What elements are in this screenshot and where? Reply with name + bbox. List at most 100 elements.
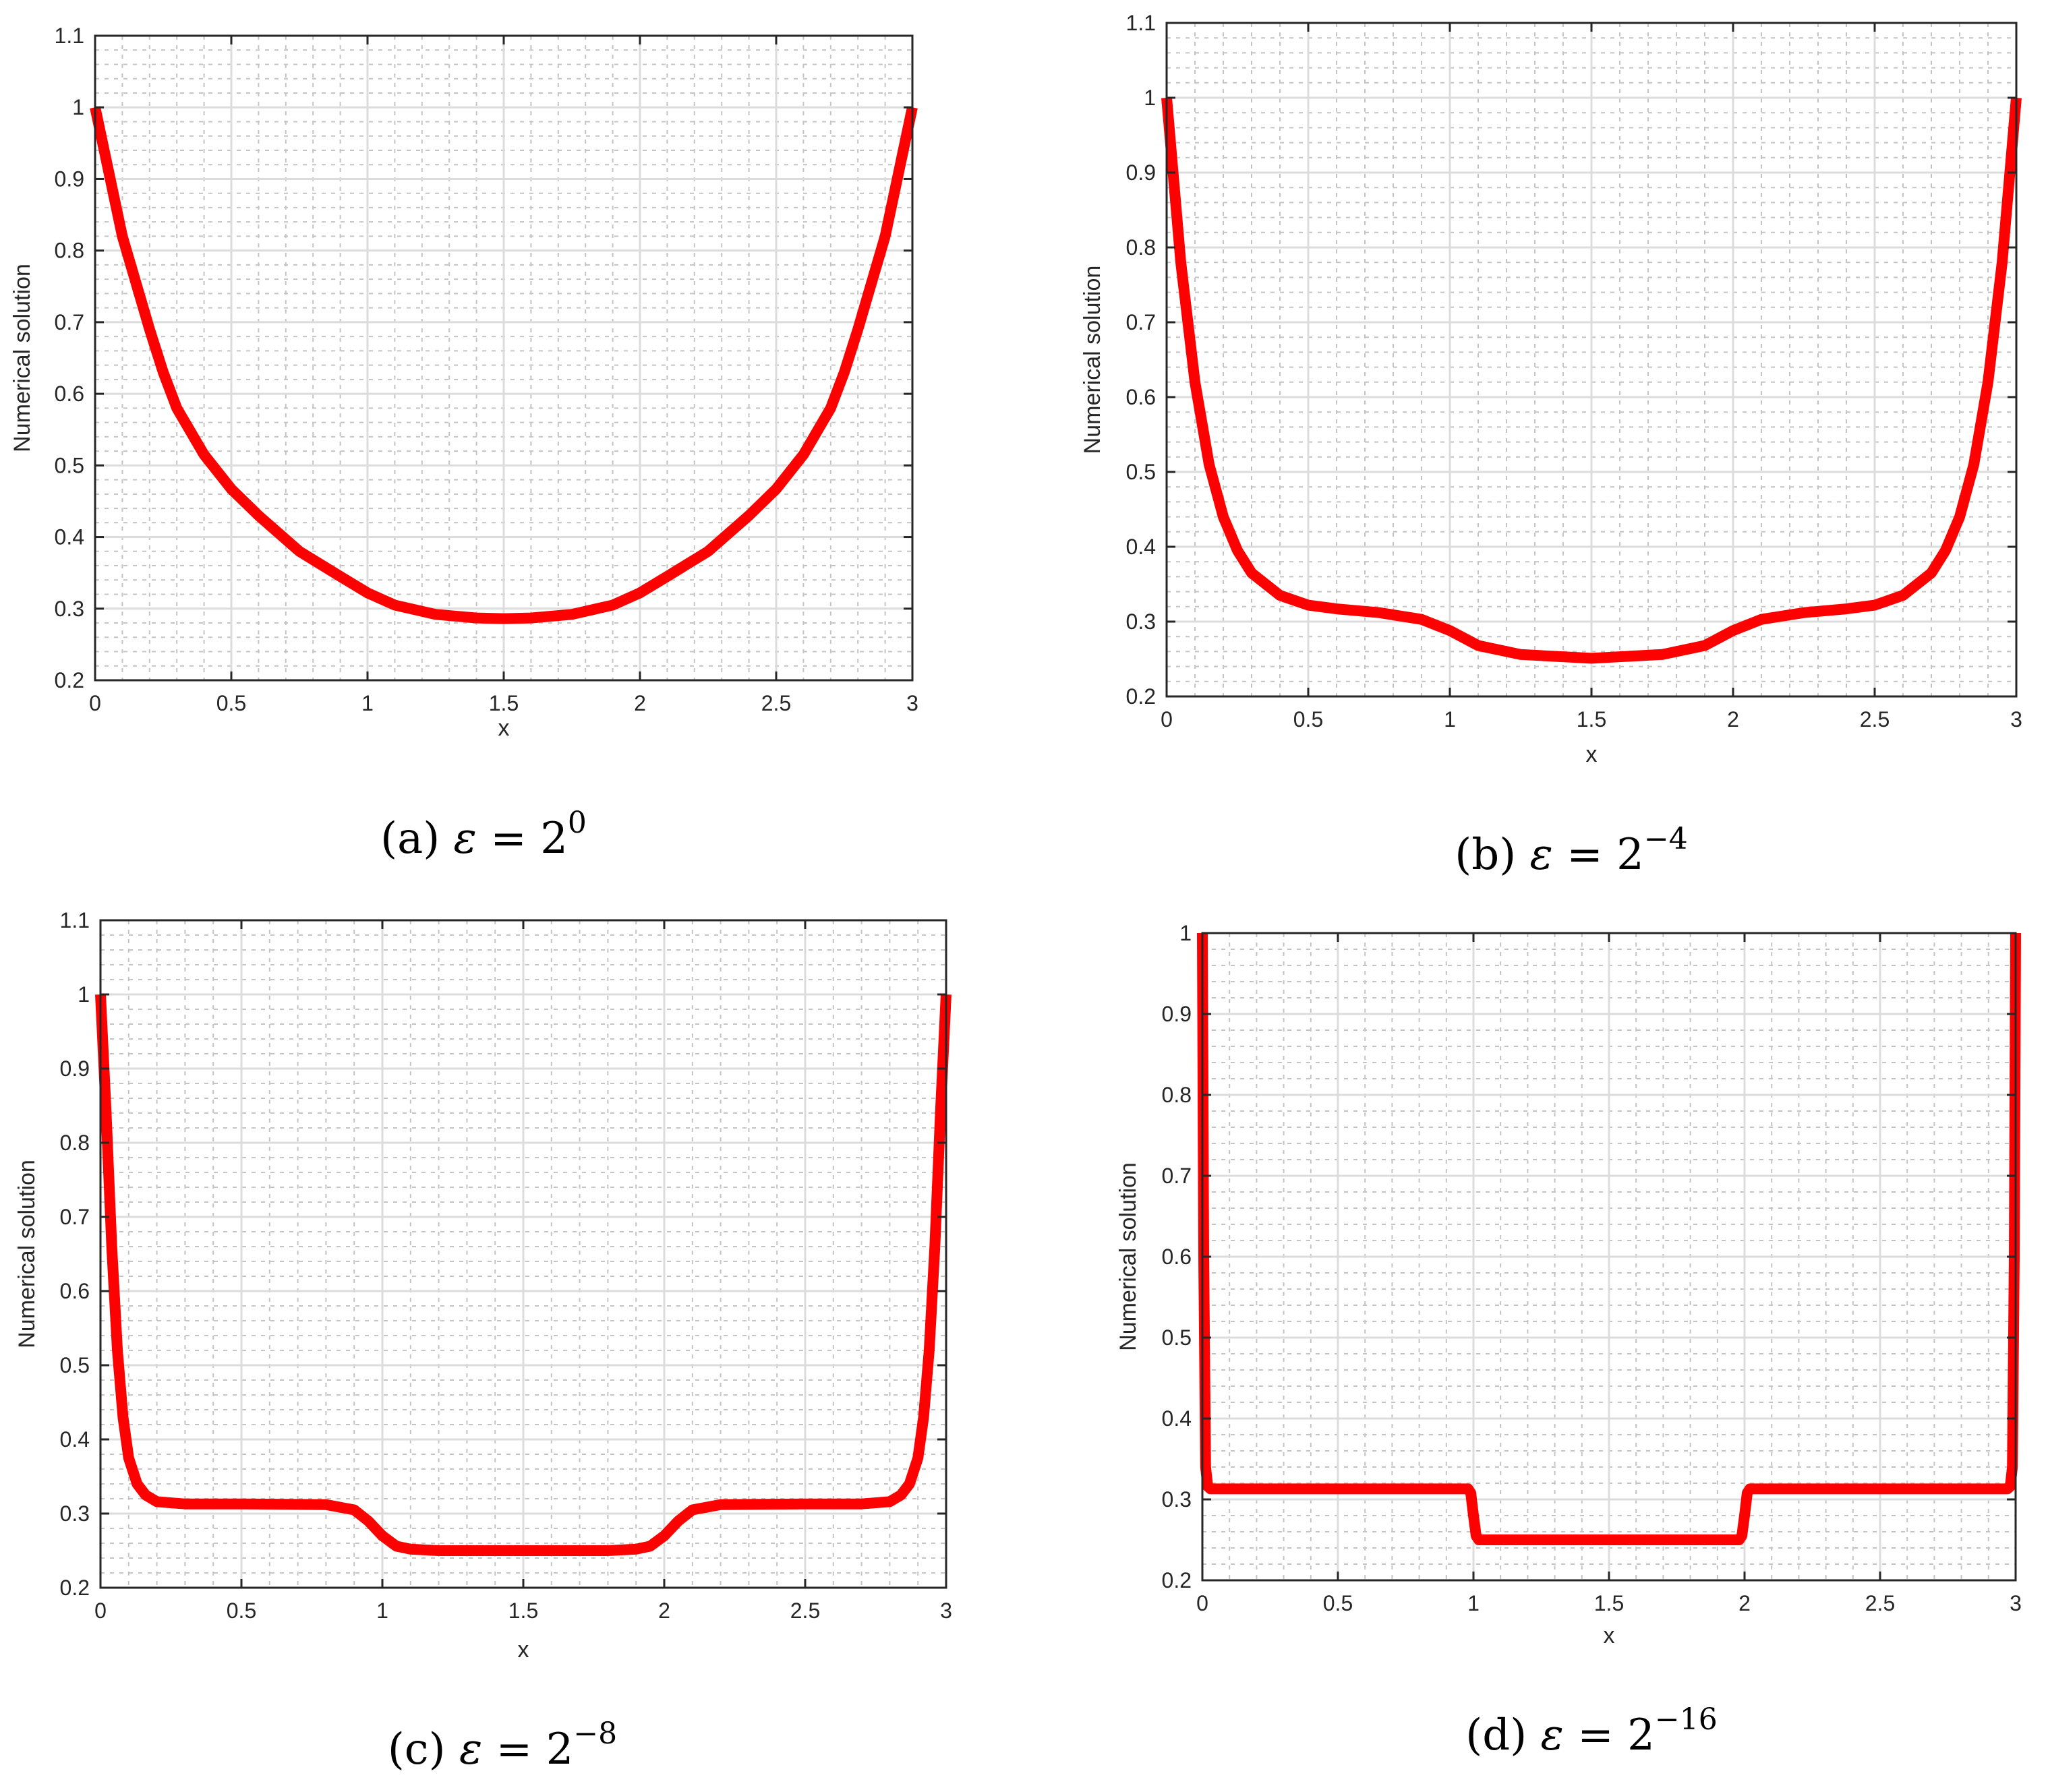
plot-b: 0 0.5 1 1.5 2 2.5 3 0.2 0.3 0.4 0.5 0.6 0.7 0.8 0.9 1 1.… xyxy=(1080,11,2022,767)
y-tick-label: 1 xyxy=(1179,921,1192,945)
x-axis-label: x xyxy=(518,1637,529,1663)
y-axis-label: Numerical solution xyxy=(1115,1162,1141,1351)
y-tick-label: 0.3 xyxy=(1126,609,1156,634)
equals-sign: = xyxy=(490,814,527,864)
y-axis-label: Numerical solution xyxy=(1080,266,1105,454)
y-axis-label: Numerical solution xyxy=(14,1160,40,1348)
y-tick-label: 0.9 xyxy=(55,167,84,191)
major-grid xyxy=(99,919,947,1589)
caption-c: (c) ε = 2−8 xyxy=(387,1719,617,1774)
x-tick-label: 0 xyxy=(1196,1591,1208,1615)
y-tick-label: 0.4 xyxy=(55,525,84,549)
ticks xyxy=(99,919,947,1589)
y-tick-label: 0.3 xyxy=(1162,1487,1192,1512)
equals-sign: = xyxy=(1567,830,1603,880)
y-tick-label: 0.5 xyxy=(60,1353,90,1377)
x-tick-label: 1.5 xyxy=(489,691,519,715)
x-tick-label: 2.5 xyxy=(1865,1591,1895,1615)
y-tick-label: 1 xyxy=(72,95,84,119)
caption-label: (d) xyxy=(1465,1710,1527,1760)
ticks xyxy=(1165,22,2018,698)
epsilon-symbol: ε xyxy=(453,814,477,864)
caption-base: 2 xyxy=(546,1725,574,1774)
plot-c: 0 0.5 1 1.5 2 2.5 3 0.2 0.3 0.4 0.5 0.6 0.7 0.8 0.9 1 1.… xyxy=(14,908,952,1663)
y-tick-label: 0.2 xyxy=(1162,1568,1192,1592)
y-tick-label: 0.4 xyxy=(60,1427,90,1452)
series-line xyxy=(90,106,918,624)
y-tick-label: 0.7 xyxy=(1126,310,1156,334)
y-tick-label: 0.7 xyxy=(60,1205,90,1229)
caption-label: (b) xyxy=(1455,830,1517,880)
y-tick-label: 0.8 xyxy=(60,1131,90,1155)
x-tick-label: 0.5 xyxy=(227,1599,256,1623)
y-tick-label: 0.5 xyxy=(55,453,84,477)
x-axis-label: x xyxy=(1586,742,1598,767)
x-tick-label: 3 xyxy=(2010,707,2022,731)
x-tick-label: 2 xyxy=(1738,1591,1751,1615)
y-tick-label: 0.6 xyxy=(1126,385,1156,409)
x-tick-label: 2 xyxy=(1727,707,1739,731)
x-tick-label: 0 xyxy=(89,691,101,715)
x-tick-label: 1 xyxy=(361,691,374,715)
x-tick-label: 2 xyxy=(634,691,646,715)
caption-exponent: 0 xyxy=(567,806,587,840)
y-tick-label: 0.4 xyxy=(1162,1406,1192,1431)
y-tick-label: 1.1 xyxy=(1126,11,1156,35)
y-tick-label: 0.8 xyxy=(1126,235,1156,260)
x-tick-label: 1.5 xyxy=(1577,707,1606,731)
caption-d: (d) ε = 2−16 xyxy=(1465,1705,1717,1758)
caption-b: (b) ε = 2−4 xyxy=(1455,825,1688,877)
series-line xyxy=(1161,97,2022,664)
y-tick-label: 1 xyxy=(1144,86,1156,110)
caption-label: (c) xyxy=(387,1725,446,1774)
x-tick-label: 0.5 xyxy=(1323,1591,1353,1615)
caption-exponent: −16 xyxy=(1654,1702,1718,1737)
y-tick-label: 0.7 xyxy=(1162,1164,1192,1188)
epsilon-symbol: ε xyxy=(1540,1710,1564,1760)
caption-exponent: −4 xyxy=(1643,822,1688,856)
x-tick-label: 2.5 xyxy=(790,1599,820,1623)
x-tick-label: 1 xyxy=(1467,1591,1480,1615)
x-tick-label: 0 xyxy=(94,1599,107,1623)
panel-a: 0 0.5 1 1.5 2 2.5 3 0.2 0.3 0.4 0.5 0.6 0.7 0.8 0.9 1 1.… xyxy=(0,0,978,876)
y-tick-label: 1 xyxy=(78,982,90,1007)
x-tick-label: 2.5 xyxy=(761,691,791,715)
panel-c: 0 0.5 1 1.5 2 2.5 3 0.2 0.3 0.4 0.5 0.6 0.7 0.8 0.9 1 1.… xyxy=(0,890,1012,1789)
x-tick-label: 1 xyxy=(376,1599,388,1623)
x-tick-label: 3 xyxy=(2010,1591,2022,1615)
y-tick-label: 0.5 xyxy=(1162,1325,1192,1350)
panel-b: 0 0.5 1 1.5 2 2.5 3 0.2 0.3 0.4 0.5 0.6 0.7 0.8 0.9 1 1.… xyxy=(1052,0,2048,876)
equals-sign: = xyxy=(1577,1710,1614,1760)
epsilon-symbol: ε xyxy=(1529,830,1553,880)
y-tick-label: 0.8 xyxy=(55,239,84,263)
ticks xyxy=(94,34,914,682)
y-tick-label: 0.5 xyxy=(1126,460,1156,484)
caption-base: 2 xyxy=(540,814,568,864)
x-tick-label: 2 xyxy=(658,1599,670,1623)
y-tick-label: 0.2 xyxy=(60,1576,90,1600)
caption-exponent: −8 xyxy=(573,1716,618,1751)
caption-label: (a) xyxy=(380,814,440,864)
x-tick-label: 1.5 xyxy=(508,1599,538,1623)
y-tick-label: 0.3 xyxy=(55,597,84,621)
plot-d: 0 0.5 1 1.5 2 2.5 3 0.2 0.3 0.4 0.5 0.6 0.7 0.8 0.9 1 x N… xyxy=(1115,921,2022,1648)
x-axis-label: x xyxy=(1604,1623,1615,1648)
series-line xyxy=(1197,932,2021,1545)
caption-base: 2 xyxy=(1627,1710,1655,1760)
y-tick-label: 0.2 xyxy=(1126,684,1156,709)
series-line xyxy=(95,994,952,1556)
x-tick-label: 0 xyxy=(1161,707,1173,731)
caption-a: (a) ε = 20 xyxy=(380,808,587,861)
y-axis-label: Numerical solution xyxy=(9,264,35,452)
equals-sign: = xyxy=(496,1725,533,1774)
x-tick-label: 1 xyxy=(1444,707,1456,731)
panel-d: 0 0.5 1 1.5 2 2.5 3 0.2 0.3 0.4 0.5 0.6 0.7 0.8 0.9 1 x N… xyxy=(1052,890,2048,1789)
y-tick-label: 0.6 xyxy=(1162,1245,1192,1269)
minor-grid xyxy=(100,920,946,1588)
y-tick-label: 0.9 xyxy=(1162,1002,1192,1026)
y-tick-label: 1.1 xyxy=(55,24,84,48)
y-tick-label: 0.4 xyxy=(1126,535,1156,559)
y-tick-label: 0.9 xyxy=(60,1056,90,1081)
x-tick-label: 0.5 xyxy=(216,691,246,715)
y-tick-label: 0.6 xyxy=(60,1279,90,1303)
